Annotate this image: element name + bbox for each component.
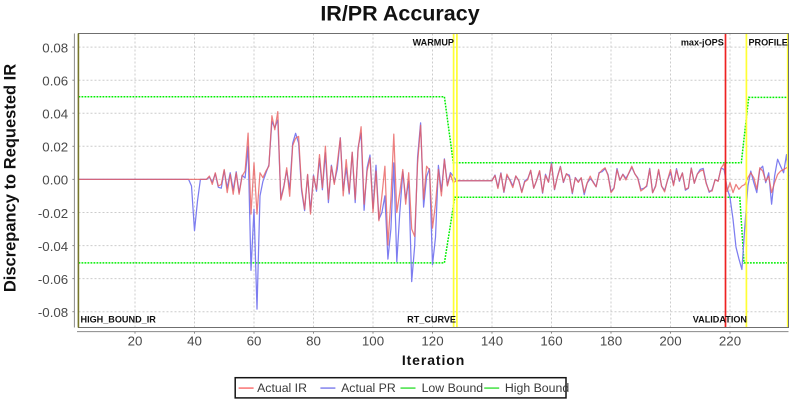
svg-text:VALIDATION: VALIDATION (693, 314, 747, 324)
svg-text:Actual IR: Actual IR (257, 381, 307, 395)
svg-text:160: 160 (540, 334, 562, 349)
svg-text:20: 20 (128, 334, 143, 349)
svg-text:IR/PR Accuracy: IR/PR Accuracy (320, 2, 479, 26)
svg-text:Iteration: Iteration (402, 352, 465, 368)
svg-text:100: 100 (362, 334, 384, 349)
svg-text:180: 180 (600, 334, 622, 349)
svg-text:40: 40 (187, 334, 202, 349)
svg-text:0.00: 0.00 (42, 173, 68, 188)
svg-text:PROFILE: PROFILE (748, 38, 787, 48)
svg-text:RT_CURVE: RT_CURVE (407, 314, 456, 324)
svg-text:HIGH_BOUND_IR: HIGH_BOUND_IR (81, 314, 157, 324)
svg-text:WARMUP: WARMUP (413, 38, 454, 48)
svg-text:-0.02: -0.02 (38, 206, 68, 221)
svg-text:200: 200 (659, 334, 681, 349)
svg-text:120: 120 (421, 334, 443, 349)
svg-text:0.02: 0.02 (42, 140, 68, 155)
svg-text:Low Bound: Low Bound (422, 381, 484, 395)
svg-text:High Bound: High Bound (505, 381, 569, 395)
svg-text:0.04: 0.04 (42, 107, 68, 122)
svg-text:140: 140 (481, 334, 503, 349)
svg-text:0.06: 0.06 (42, 74, 68, 89)
svg-text:60: 60 (247, 334, 262, 349)
svg-text:-0.04: -0.04 (38, 239, 68, 254)
svg-text:0.08: 0.08 (42, 40, 68, 55)
svg-text:max-jOPS: max-jOPS (681, 38, 724, 48)
svg-text:Actual PR: Actual PR (341, 381, 396, 395)
svg-text:80: 80 (306, 334, 321, 349)
svg-text:-0.08: -0.08 (38, 305, 68, 320)
svg-text:220: 220 (719, 334, 741, 349)
svg-text:Discrepancy to Requested IR: Discrepancy to Requested IR (2, 64, 20, 292)
svg-text:-0.06: -0.06 (38, 272, 68, 287)
